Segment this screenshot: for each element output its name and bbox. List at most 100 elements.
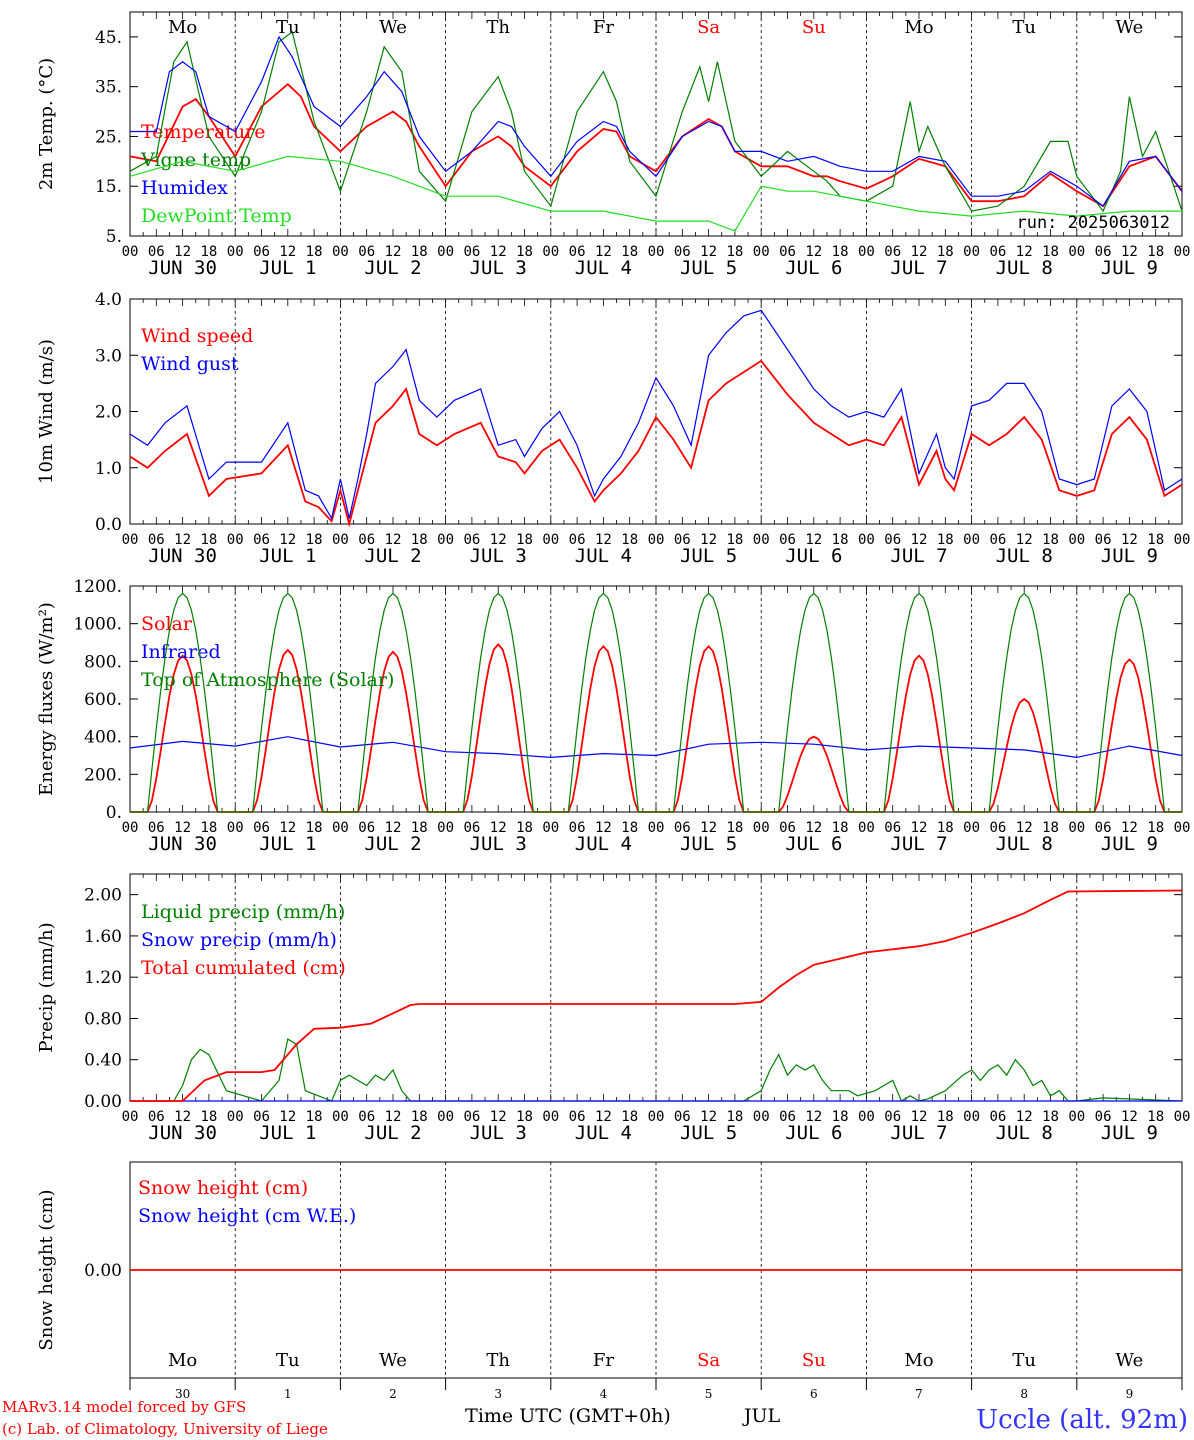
hour-label: 18 [411, 1109, 428, 1125]
date-label: JUN 30 [148, 1122, 217, 1144]
day-name: Tu [1012, 17, 1036, 38]
hour-label: 06 [884, 1109, 901, 1125]
date-label: JUL 8 [996, 545, 1053, 567]
y-tick-label: 2.00 [84, 886, 122, 906]
date-label: JUN 30 [148, 833, 217, 855]
hour-label: 00 [437, 244, 454, 260]
hour-label: 00 [542, 820, 559, 836]
hour-label: 18 [516, 244, 533, 260]
hour-label: 00 [437, 532, 454, 548]
footer-day-number: 6 [810, 1387, 818, 1401]
legend-entry: Solar [141, 613, 193, 635]
hour-label: 12 [490, 532, 507, 548]
hour-label: 00 [1174, 1109, 1191, 1125]
hour-label: 00 [1068, 820, 1085, 836]
hour-label: 12 [1121, 1109, 1138, 1125]
hour-label: 18 [832, 532, 849, 548]
y-tick-label: 2.0 [95, 403, 122, 423]
date-label: JUL 3 [470, 545, 527, 567]
hour-label: 06 [989, 1109, 1006, 1125]
y-axis-label: 2m Temp. (°C) [36, 58, 57, 190]
hour-label: 18 [1147, 244, 1164, 260]
day-name: We [379, 17, 407, 38]
hour-label: 12 [595, 244, 612, 260]
date-label: JUL 8 [996, 1122, 1053, 1144]
hour-label: 12 [1121, 532, 1138, 548]
hour-label: 00 [648, 820, 665, 836]
hour-label: 18 [1042, 1109, 1059, 1125]
hour-label: 12 [174, 532, 191, 548]
series-line-top-of-atmosphere-solar- [130, 592, 1182, 813]
footer-day-number: 2 [389, 1387, 397, 1401]
series-line-humidex [130, 35, 1183, 207]
hour-label: 00 [963, 532, 980, 548]
hour-label: 12 [911, 820, 928, 836]
month-label: JUL [742, 1405, 781, 1427]
series-line-total-cumulated-cm- [130, 889, 1183, 1102]
day-name: Tu [276, 17, 300, 38]
footer-day-number: 3 [494, 1387, 502, 1401]
hour-label: 12 [1121, 244, 1138, 260]
y-tick-label: 4.0 [95, 290, 122, 310]
legend-entry: Liquid precip (mm/h) [141, 901, 345, 923]
date-label: JUL 7 [890, 257, 947, 279]
hour-label: 06 [253, 532, 270, 548]
date-label: JUL 5 [680, 257, 737, 279]
hour-label: 00 [542, 532, 559, 548]
hour-label: 18 [726, 244, 743, 260]
date-label: JUN 30 [148, 545, 217, 567]
hour-label: 06 [989, 820, 1006, 836]
date-label: JUL 9 [1101, 1122, 1158, 1144]
lab-credit: (c) Lab. of Climatology, University of L… [2, 1420, 328, 1438]
hour-label: 18 [1042, 820, 1059, 836]
hour-label: 12 [490, 1109, 507, 1125]
hour-label: 00 [122, 532, 139, 548]
hour-label: 06 [463, 1109, 480, 1125]
y-tick-label: 0.80 [84, 1009, 122, 1029]
model-credit: MARv3.14 model forced by GFS [2, 1398, 246, 1416]
legend-entry: Temperature [141, 121, 265, 143]
hour-label: 12 [1016, 532, 1033, 548]
hour-label: 12 [595, 1109, 612, 1125]
day-name: Tu [1012, 1350, 1036, 1371]
footer-day-number: 8 [1020, 1387, 1028, 1401]
hour-label: 18 [937, 532, 954, 548]
date-label: JUL 8 [996, 257, 1053, 279]
hour-label: 12 [174, 820, 191, 836]
legend-entry: Top of Atmosphere (Solar) [141, 669, 394, 691]
footer-day-number: 30 [175, 1387, 190, 1401]
hour-label: 18 [621, 244, 638, 260]
hour-label: 06 [148, 244, 165, 260]
hour-label: 12 [385, 820, 402, 836]
panel-frame [129, 11, 1183, 237]
legend-entry: Vigne temp [140, 149, 251, 171]
hour-label: 12 [700, 820, 717, 836]
date-label: JUL 2 [364, 1122, 421, 1144]
legend-entry: Infrared [141, 641, 221, 663]
legend-entry: Wind speed [141, 325, 253, 347]
hour-label: 00 [332, 1109, 349, 1125]
day-name: We [1116, 17, 1144, 38]
hour-label: 18 [937, 1109, 954, 1125]
y-tick-label: 1.20 [84, 968, 122, 988]
legend-entry: Snow precip (mm/h) [141, 929, 337, 951]
date-label: JUL 1 [259, 1122, 316, 1144]
hour-label: 06 [569, 244, 586, 260]
footer-day-number: 4 [600, 1387, 608, 1401]
y-axis-label: 10m Wind (m/s) [36, 339, 57, 484]
date-label: JUL 3 [470, 257, 527, 279]
y-tick-label: 1.0 [95, 459, 122, 479]
hour-label: 18 [1042, 532, 1059, 548]
hour-label: 06 [358, 532, 375, 548]
hour-label: 06 [148, 1109, 165, 1125]
date-label: JUL 8 [996, 833, 1053, 855]
hour-label: 12 [700, 1109, 717, 1125]
hour-label: 18 [306, 532, 323, 548]
hour-label: 00 [648, 532, 665, 548]
y-tick-label: 1200. [73, 577, 122, 597]
day-name: Mo [168, 17, 197, 38]
hour-label: 18 [411, 532, 428, 548]
hour-label: 00 [437, 1109, 454, 1125]
hour-label: 06 [1095, 1109, 1112, 1125]
day-name: Th [486, 17, 510, 38]
